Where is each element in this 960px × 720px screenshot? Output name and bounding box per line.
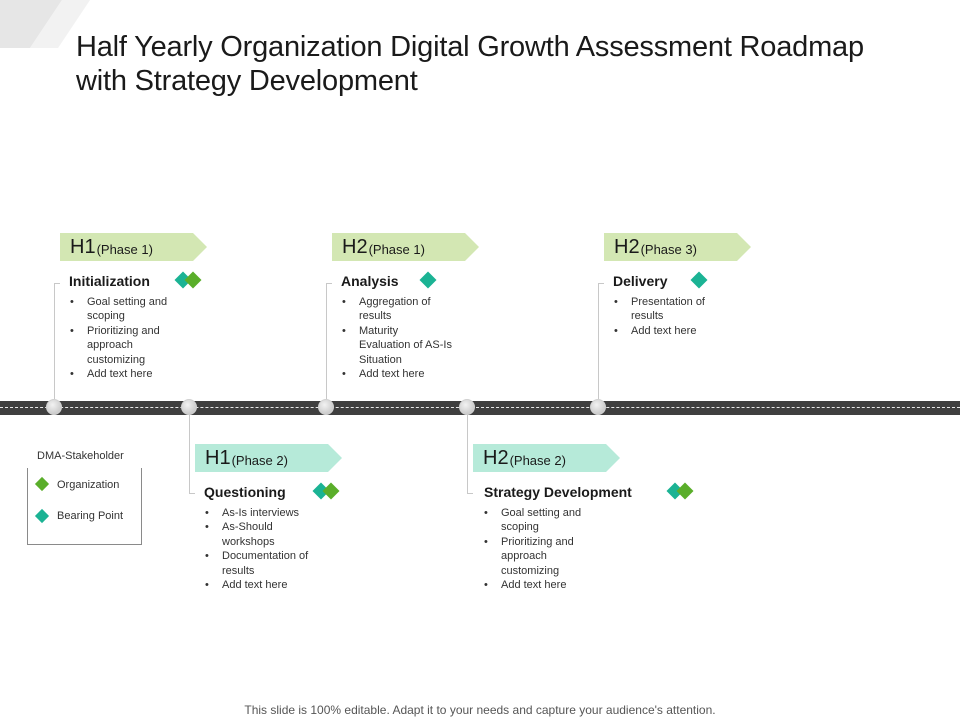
legend-item-bearing-point: Bearing Point: [57, 510, 124, 522]
list-item: Add text here: [203, 578, 315, 593]
stage-title-delivery: Delivery: [613, 273, 668, 289]
phase-tag-h2-phase3: H2 (Phase 3): [604, 233, 751, 261]
green-diamond-icon: [322, 482, 340, 500]
timeline-node-analysis: [318, 399, 334, 415]
legend-box: [27, 468, 142, 545]
list-item: Add text here: [68, 367, 186, 382]
connector-delivery: [598, 283, 599, 399]
teal-diamond-icon: [690, 271, 708, 289]
stage-title-initialization: Initialization: [69, 273, 150, 289]
half-label: H1: [70, 235, 96, 258]
list-item: Aggregation of results: [340, 295, 452, 324]
phase-tag-h1-phase2: H1 (Phase 2): [195, 444, 342, 472]
connector-analysis: [326, 283, 327, 399]
phase-label: (Phase 2): [231, 452, 288, 468]
list-item: Documentation of results: [203, 549, 315, 578]
connector-initialization: [54, 283, 55, 399]
green-diamond-icon: [676, 482, 694, 500]
list-item: Maturity Evaluation of AS-Is Situation: [340, 324, 452, 367]
timeline-node-delivery: [590, 399, 606, 415]
list-item: Goal setting and scoping: [482, 506, 600, 535]
bullet-list-questioning: As-Is interviews As-Should workshops Doc…: [203, 506, 315, 593]
half-label: H2: [483, 446, 509, 469]
stage-title-questioning: Questioning: [204, 484, 286, 500]
slide-title: Half Yearly Organization Digital Growth …: [76, 31, 864, 97]
list-item: Prioritizing and approach customizing: [68, 324, 186, 367]
bullet-list-analysis: Aggregation of results Maturity Evaluati…: [340, 295, 452, 382]
list-item: Add text here: [482, 578, 600, 593]
legend-item-organization: Organization: [57, 479, 120, 491]
list-item: Goal setting and scoping: [68, 295, 186, 324]
bullet-list-strategy-development: Goal setting and scoping Prioritizing an…: [482, 506, 600, 593]
half-label: H1: [205, 446, 231, 469]
teal-diamond-icon: [419, 271, 437, 289]
stage-title-strategy-development: Strategy Development: [484, 484, 632, 500]
timeline-road: [0, 401, 960, 415]
phase-tag-h2-phase2: H2 (Phase 2): [473, 444, 620, 472]
corner-decoration: [0, 0, 90, 48]
list-item: Prioritizing and approach customizing: [482, 535, 600, 578]
stage-title-analysis: Analysis: [341, 273, 399, 289]
phase-label: (Phase 2): [509, 452, 566, 468]
footer-note: This slide is 100% editable. Adapt it to…: [244, 703, 716, 717]
timeline-node-strategy-development: [459, 399, 475, 415]
timeline-node-questioning: [181, 399, 197, 415]
list-item: As-Should workshops: [203, 520, 315, 549]
phase-label: (Phase 1): [368, 241, 425, 257]
phase-tag-h1-phase1: H1 (Phase 1): [60, 233, 207, 261]
phase-label: (Phase 3): [640, 241, 697, 257]
bullet-list-delivery: Presentation of results Add text here: [612, 295, 727, 339]
connector-strategy-development: [467, 415, 468, 493]
connector-questioning: [189, 415, 190, 493]
half-label: H2: [342, 235, 368, 258]
half-label: H2: [614, 235, 640, 258]
timeline-node-initialization: [46, 399, 62, 415]
bullet-list-initialization: Goal setting and scoping Prioritizing an…: [68, 295, 186, 382]
list-item: Add text here: [612, 324, 727, 339]
list-item: As-Is interviews: [203, 506, 315, 521]
list-item: Presentation of results: [612, 295, 727, 324]
legend: DMA-Stakeholder Organization Bearing Poi…: [27, 448, 142, 545]
green-diamond-icon: [184, 271, 202, 289]
phase-tag-h2-phase1: H2 (Phase 1): [332, 233, 479, 261]
phase-label: (Phase 1): [96, 241, 153, 257]
legend-title: DMA-Stakeholder: [37, 450, 124, 462]
list-item: Add text here: [340, 367, 452, 382]
timeline-road-center-line: [0, 407, 960, 408]
